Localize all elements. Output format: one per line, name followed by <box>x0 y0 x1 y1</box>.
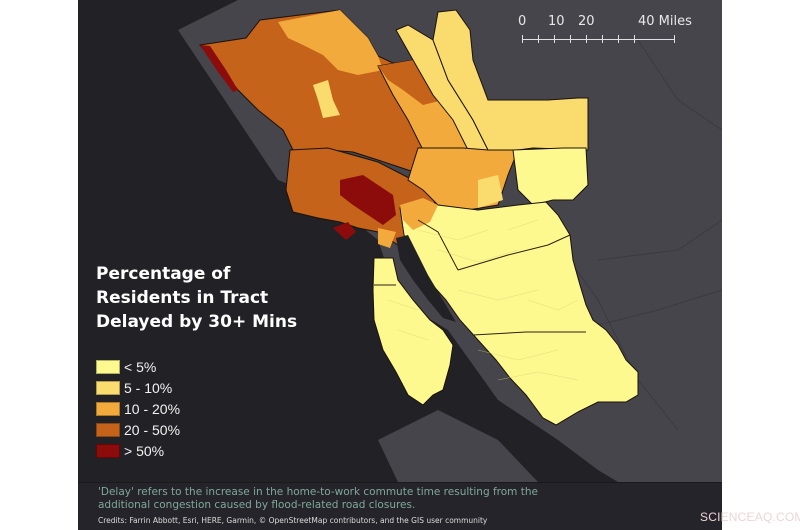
legend-title-line-1: Percentage of <box>96 264 231 284</box>
legend-item-5-10: 5 - 10% <box>96 377 180 398</box>
legend-label: 20 - 50% <box>124 421 181 438</box>
scale-tick <box>554 35 555 43</box>
scale-line <box>522 39 675 40</box>
region-peninsula[interactable] <box>372 257 454 406</box>
legend-swatch <box>96 443 120 458</box>
region-richmond[interactable] <box>400 198 438 230</box>
credits: Credits: Farrin Abbott, Esri, HERE, Garm… <box>98 516 488 525</box>
region-napa-dark[interactable] <box>378 60 443 105</box>
legend-swatch <box>96 359 120 374</box>
scale-tick <box>602 35 603 43</box>
tract-lines <box>387 219 579 381</box>
legend-item-gt50: > 50% <box>96 440 180 461</box>
scale-bar: 0 10 20 40 Miles <box>516 14 716 50</box>
scale-tick <box>538 35 539 43</box>
scale-tick <box>570 35 571 43</box>
legend-label: 5 - 10% <box>124 379 173 396</box>
scale-tick <box>634 35 635 43</box>
region-east-bay[interactable] <box>399 201 639 426</box>
sf-bay-water <box>396 235 456 322</box>
watermark: SCIENCEAQ.COM <box>700 510 800 524</box>
scale-label-0: 0 <box>518 14 527 29</box>
legend-title-line-3: Delayed by 30+ Mins <box>96 312 298 332</box>
legend-label: < 5% <box>124 358 157 375</box>
legend-item-20-50: 20 - 50% <box>96 419 180 440</box>
region-sonoma-north[interactable] <box>278 10 383 75</box>
delay-note: 'Delay' refers to the increase in the ho… <box>98 486 538 511</box>
land-southwest <box>378 410 538 482</box>
legend-label: 10 - 20% <box>124 400 181 417</box>
legend-item-lt5: < 5% <box>96 356 180 377</box>
region-marin-south-orange[interactable] <box>378 228 396 248</box>
scale-tick <box>618 35 619 43</box>
legend-swatch <box>96 401 120 416</box>
region-marin-red[interactable] <box>340 175 396 225</box>
scale-label-40: 40 Miles <box>638 14 692 29</box>
region-solano-light[interactable] <box>478 175 503 208</box>
legend-item-10-20: 10 - 20% <box>96 398 180 419</box>
legend-swatch <box>96 422 120 437</box>
legend: < 5% 5 - 10% 10 - 20% 20 - 50% > 50% <box>96 356 180 461</box>
region-marin-red-2[interactable] <box>333 222 356 240</box>
map-canvas[interactable] <box>78 0 722 482</box>
river-lines <box>547 39 722 431</box>
region-coast-red[interactable] <box>200 45 238 92</box>
region-sacramento[interactable] <box>512 147 589 206</box>
legend-swatch <box>96 380 120 395</box>
region-yolo-east[interactable] <box>432 9 589 151</box>
scale-tick <box>522 35 523 43</box>
legend-label: > 50% <box>124 442 165 459</box>
region-sonoma-patch[interactable] <box>313 80 340 118</box>
legend-title: Percentage of Residents in Tract Delayed… <box>96 262 336 334</box>
footer: 'Delay' refers to the increase in the ho… <box>78 482 722 530</box>
scale-label-10: 10 <box>548 14 565 29</box>
county-lines <box>374 219 586 336</box>
legend-title-line-2: Residents in Tract <box>96 288 269 308</box>
scale-tick <box>586 35 587 43</box>
scale-tick <box>674 35 675 43</box>
map-frame: 0 10 20 40 Miles Percentage of Residents… <box>78 0 722 530</box>
scale-label-20: 20 <box>578 14 595 29</box>
